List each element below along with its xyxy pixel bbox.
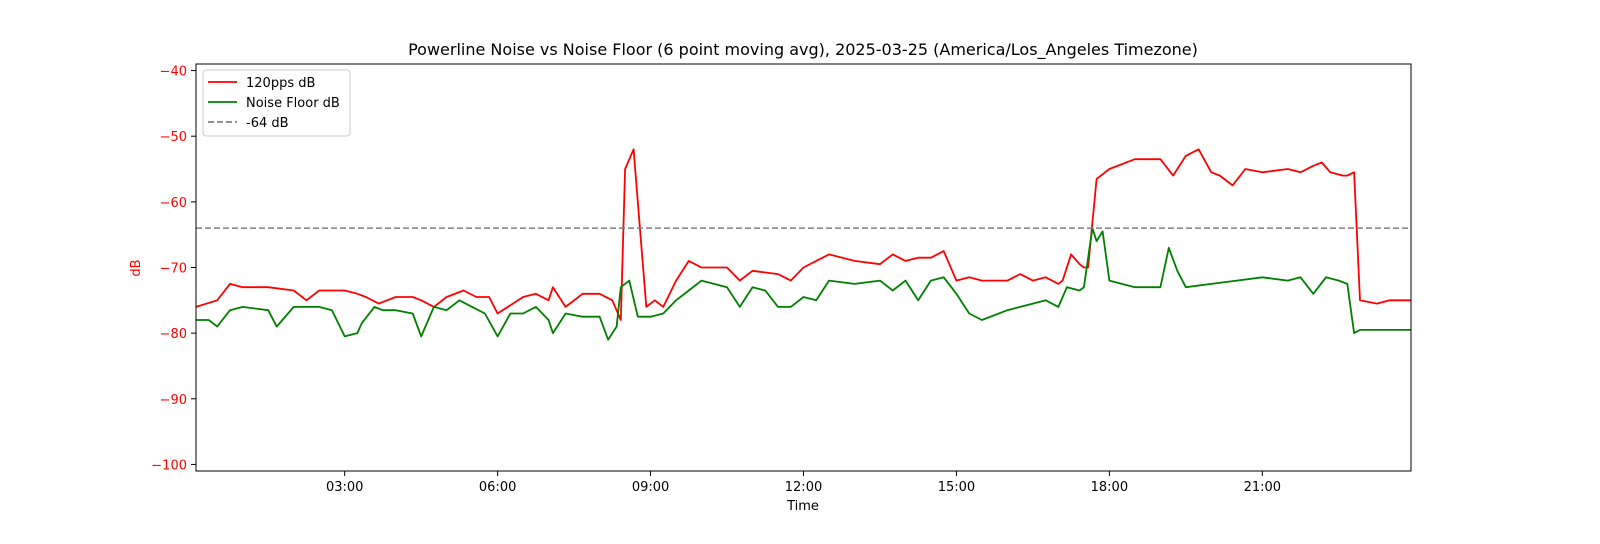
legend-box	[202, 69, 351, 137]
y-tick-label: −100	[151, 458, 187, 473]
legend-label: -64 dB	[246, 116, 289, 131]
y-axis-label: dB	[129, 259, 144, 276]
legend-label: 120pps dB	[246, 76, 315, 91]
series-line-0	[195, 148, 1411, 321]
x-tick-label: 09:00	[632, 480, 669, 495]
legend-label: Noise Floor dB	[246, 96, 340, 111]
y-tick-label: −40	[160, 65, 187, 80]
x-tick-label: 06:00	[479, 480, 516, 495]
x-tick-label: 21:00	[1244, 480, 1281, 495]
x-tick-label: 12:00	[785, 480, 822, 495]
legend: 120pps dB Noise Floor dB -64 dB	[202, 69, 351, 137]
x-tick-label: 03:00	[326, 480, 363, 495]
y-tick-label: −80	[160, 327, 187, 342]
series-line-1	[196, 227, 1411, 341]
y-tick-label: −50	[160, 130, 187, 145]
plot-area-frame	[195, 63, 1412, 472]
x-axis-label: Time	[786, 499, 819, 514]
x-tick-label: 15:00	[938, 480, 975, 495]
chart-title: Powerline Noise vs Noise Floor (6 point …	[408, 40, 1198, 60]
y-tick-label: −70	[160, 262, 187, 277]
y-tick-label: −60	[160, 196, 187, 211]
y-tick-label: −90	[160, 393, 187, 408]
x-tick-label: 18:00	[1091, 480, 1128, 495]
